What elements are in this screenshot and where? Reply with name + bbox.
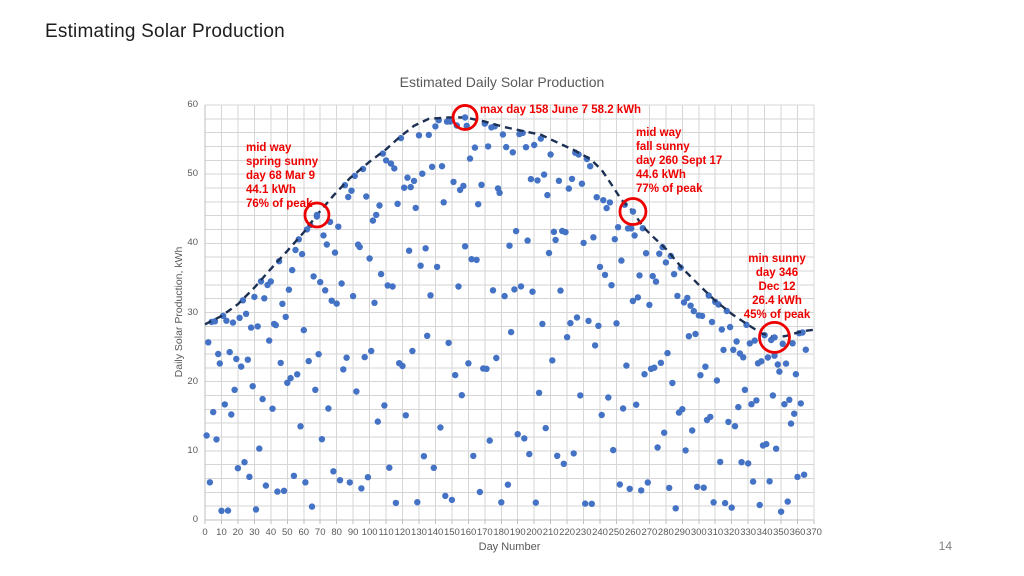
key-point-spring-midway (313, 211, 321, 219)
annotation-label-max: max day 158 June 7 58.2 kWh (480, 104, 642, 116)
annotation-label-spring-midway: mid way spring sunny day 68 Mar 9 44.1 kWh 7… (246, 142, 319, 210)
x-tick-label: 190 (509, 527, 526, 538)
annotation-label-min-sunny: min sunny day 346 Dec 12 26.4 kWh 45% of pea… (743, 253, 811, 321)
x-tick-label: 340 (756, 527, 773, 538)
x-tick-label: 90 (347, 527, 359, 538)
y-tick-label: 60 (187, 99, 198, 110)
scatter-points (203, 117, 809, 515)
x-tick-label: 210 (542, 527, 559, 538)
y-tick-label: 10 (187, 444, 198, 456)
key-point-max (461, 114, 469, 121)
x-tick-label: 310 (707, 527, 724, 538)
x-tick-label: 0 (202, 527, 208, 538)
x-tick-label: 70 (314, 527, 326, 538)
x-tick-label: 360 (789, 527, 806, 538)
x-tick-label: 320 (723, 527, 740, 538)
y-tick-label: 40 (187, 237, 198, 249)
x-tick-label: 140 (427, 527, 444, 538)
x-tick-label: 370 (806, 527, 822, 538)
annotation-circle-fall-midway (618, 197, 648, 226)
x-tick-label: 350 (773, 527, 789, 538)
x-tick-label: 290 (674, 527, 691, 538)
x-tick-label: 20 (232, 527, 244, 538)
annotation-circle-min-sunny (758, 320, 791, 354)
x-tick-label: 100 (361, 527, 378, 538)
x-tick-label: 150 (443, 527, 460, 538)
x-tick-label: 60 (298, 527, 310, 538)
annotation-circle-max (451, 104, 479, 131)
y-tick-label: 50 (187, 168, 198, 180)
x-tick-label: 40 (265, 527, 277, 538)
x-tick-label: 220 (559, 527, 576, 538)
x-tick-label: 130 (411, 527, 427, 538)
annotation-circle-spring-midway (303, 201, 331, 229)
annotation-label-fall-midway: mid way fall sunny day 260 Sept 17 44.6 kWh… (636, 127, 723, 195)
x-tick-label: 270 (641, 527, 658, 538)
x-tick-label: 30 (249, 527, 260, 538)
x-tick-label: 50 (282, 527, 293, 538)
page-number: 14 (938, 539, 952, 553)
x-tick-label: 260 (625, 527, 641, 538)
y-tick-label: 20 (187, 375, 198, 387)
chart-title: Estimated Daily Solar Production (399, 74, 605, 90)
x-tick-label: 180 (493, 527, 510, 538)
x-tick-label: 200 (526, 527, 543, 538)
x-tick-label: 250 (608, 527, 625, 538)
slide-title: Estimating Solar Production (45, 21, 285, 42)
x-axis-title: Day Number (478, 541, 541, 553)
x-tick-label: 160 (460, 527, 477, 538)
x-tick-label: 170 (476, 527, 493, 538)
x-tick-label: 240 (592, 527, 608, 538)
x-tick-label: 120 (394, 527, 411, 538)
clear-sky-envelope-line (204, 116, 815, 339)
key-point-min-sunny (771, 334, 778, 341)
key-point-fall-midway (629, 208, 637, 215)
x-tick-label: 330 (740, 527, 757, 538)
y-tick-label: 0 (192, 514, 198, 525)
x-tick-label: 300 (690, 527, 707, 538)
x-tick-label: 280 (657, 527, 674, 538)
x-tick-label: 110 (378, 527, 394, 538)
y-tick-label: 30 (187, 306, 198, 318)
x-tick-label: 80 (331, 527, 342, 538)
x-tick-label: 10 (216, 527, 227, 538)
x-tick-label: 230 (575, 527, 592, 538)
